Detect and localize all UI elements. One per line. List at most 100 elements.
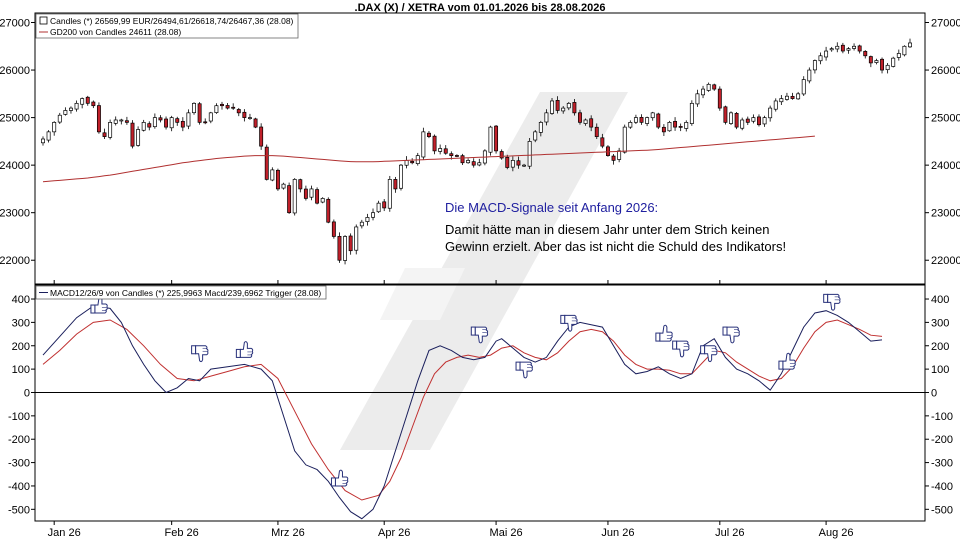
- thumbs-down-icon: [722, 326, 740, 344]
- candle-body: [628, 122, 633, 128]
- candle: [275, 168, 280, 191]
- candle-body: [197, 103, 202, 123]
- candle: [594, 123, 599, 140]
- candle-body: [298, 179, 303, 190]
- candle: [141, 119, 146, 132]
- x-tick-label: Jul 26: [715, 527, 744, 539]
- candle: [880, 57, 884, 74]
- thumbs-down-icon: [515, 361, 533, 379]
- gd200-line: [42, 135, 815, 183]
- candle-body: [337, 235, 342, 261]
- candle-body: [829, 48, 834, 51]
- candle-body: [807, 69, 812, 82]
- candle: [270, 167, 275, 182]
- candle: [236, 107, 241, 117]
- candle-body: [454, 155, 459, 157]
- candle: [723, 105, 728, 125]
- macd-panel: [34, 284, 926, 522]
- candle-body: [46, 131, 51, 141]
- candle-body: [113, 119, 118, 124]
- macd-y-tick-label-left: 400: [12, 294, 30, 306]
- candle-body: [410, 161, 415, 164]
- candle-body: [544, 112, 549, 123]
- candle-body: [533, 131, 538, 141]
- annotation-title: Die MACD-Signale seit Anfang 2026:: [445, 200, 658, 215]
- candle: [415, 152, 420, 166]
- candle: [807, 67, 812, 84]
- thumb-hand: [704, 345, 718, 363]
- candle: [510, 156, 515, 172]
- candle-body: [85, 96, 90, 104]
- candle-body: [108, 122, 113, 138]
- price-y-tick-label-right: 27000: [931, 18, 960, 30]
- candle: [387, 175, 392, 212]
- thumb-cuff: [235, 348, 241, 358]
- candle: [320, 197, 325, 204]
- candle: [605, 145, 610, 157]
- candle: [505, 154, 510, 170]
- candle: [354, 224, 359, 255]
- candle: [611, 153, 616, 165]
- candle: [466, 158, 471, 164]
- candle-body: [63, 110, 68, 115]
- thumb-cuff: [515, 361, 521, 371]
- candle-body: [499, 151, 504, 159]
- candle-body: [801, 79, 806, 95]
- thumbs-down-icon: [700, 345, 718, 363]
- candle-body: [494, 125, 499, 152]
- candle: [74, 100, 79, 112]
- macd-y-tick-label-right: 0: [931, 387, 937, 399]
- candle: [908, 38, 912, 48]
- candle: [779, 95, 784, 105]
- price-legend: Candles (*) 26569,99 EUR/26494,61/26618,…: [35, 13, 299, 39]
- candle-body: [673, 121, 678, 128]
- candle-body: [762, 117, 767, 125]
- macd-y-tick-label-left: 100: [12, 364, 30, 376]
- macd-y-tick-label-left: -400: [8, 481, 30, 493]
- candle: [231, 103, 236, 110]
- candle-body: [52, 122, 57, 133]
- candle-body: [689, 102, 694, 124]
- candle: [656, 112, 661, 130]
- candle-body: [510, 160, 515, 168]
- candle: [471, 158, 476, 168]
- candle: [119, 118, 124, 125]
- candle: [757, 114, 761, 127]
- candle-body: [404, 160, 409, 166]
- macd-legend-label: MACD12/26/9 von Candles (*) 225,9963 Mac…: [50, 288, 321, 298]
- candle-body: [287, 185, 292, 214]
- candle-body: [550, 100, 554, 114]
- candle: [650, 111, 655, 121]
- candle-body: [773, 100, 778, 110]
- candle-body: [253, 118, 258, 128]
- candle: [365, 213, 370, 226]
- candle-body: [784, 95, 789, 100]
- candle: [533, 129, 538, 143]
- macd-y-tick-label-right: -200: [931, 434, 953, 446]
- candle: [801, 76, 806, 96]
- candle: [427, 130, 431, 139]
- candle-body: [622, 126, 627, 153]
- candle: [751, 114, 756, 124]
- annotation-line-2: Gewinn erzielt. Aber das ist nicht die S…: [445, 239, 786, 254]
- price-y-tick-label-left: 27000: [0, 18, 30, 30]
- candle: [460, 153, 465, 166]
- macd-y-tick-label-right: 200: [931, 341, 949, 353]
- candle: [896, 49, 901, 61]
- candle: [399, 164, 403, 191]
- candle: [91, 100, 96, 109]
- candle: [784, 92, 789, 101]
- candle: [695, 89, 700, 107]
- candle-body: [281, 183, 286, 189]
- candle: [673, 117, 678, 131]
- macd-y-tick-label-right: 300: [931, 317, 949, 329]
- candle: [214, 103, 219, 114]
- candle: [499, 149, 504, 160]
- candle: [376, 200, 381, 213]
- candle-body: [701, 88, 705, 96]
- candle: [812, 59, 817, 74]
- candle-body: [259, 126, 264, 147]
- price-y-tick-label-right: 25000: [931, 113, 960, 125]
- candle: [343, 235, 348, 265]
- candle-body: [96, 105, 101, 133]
